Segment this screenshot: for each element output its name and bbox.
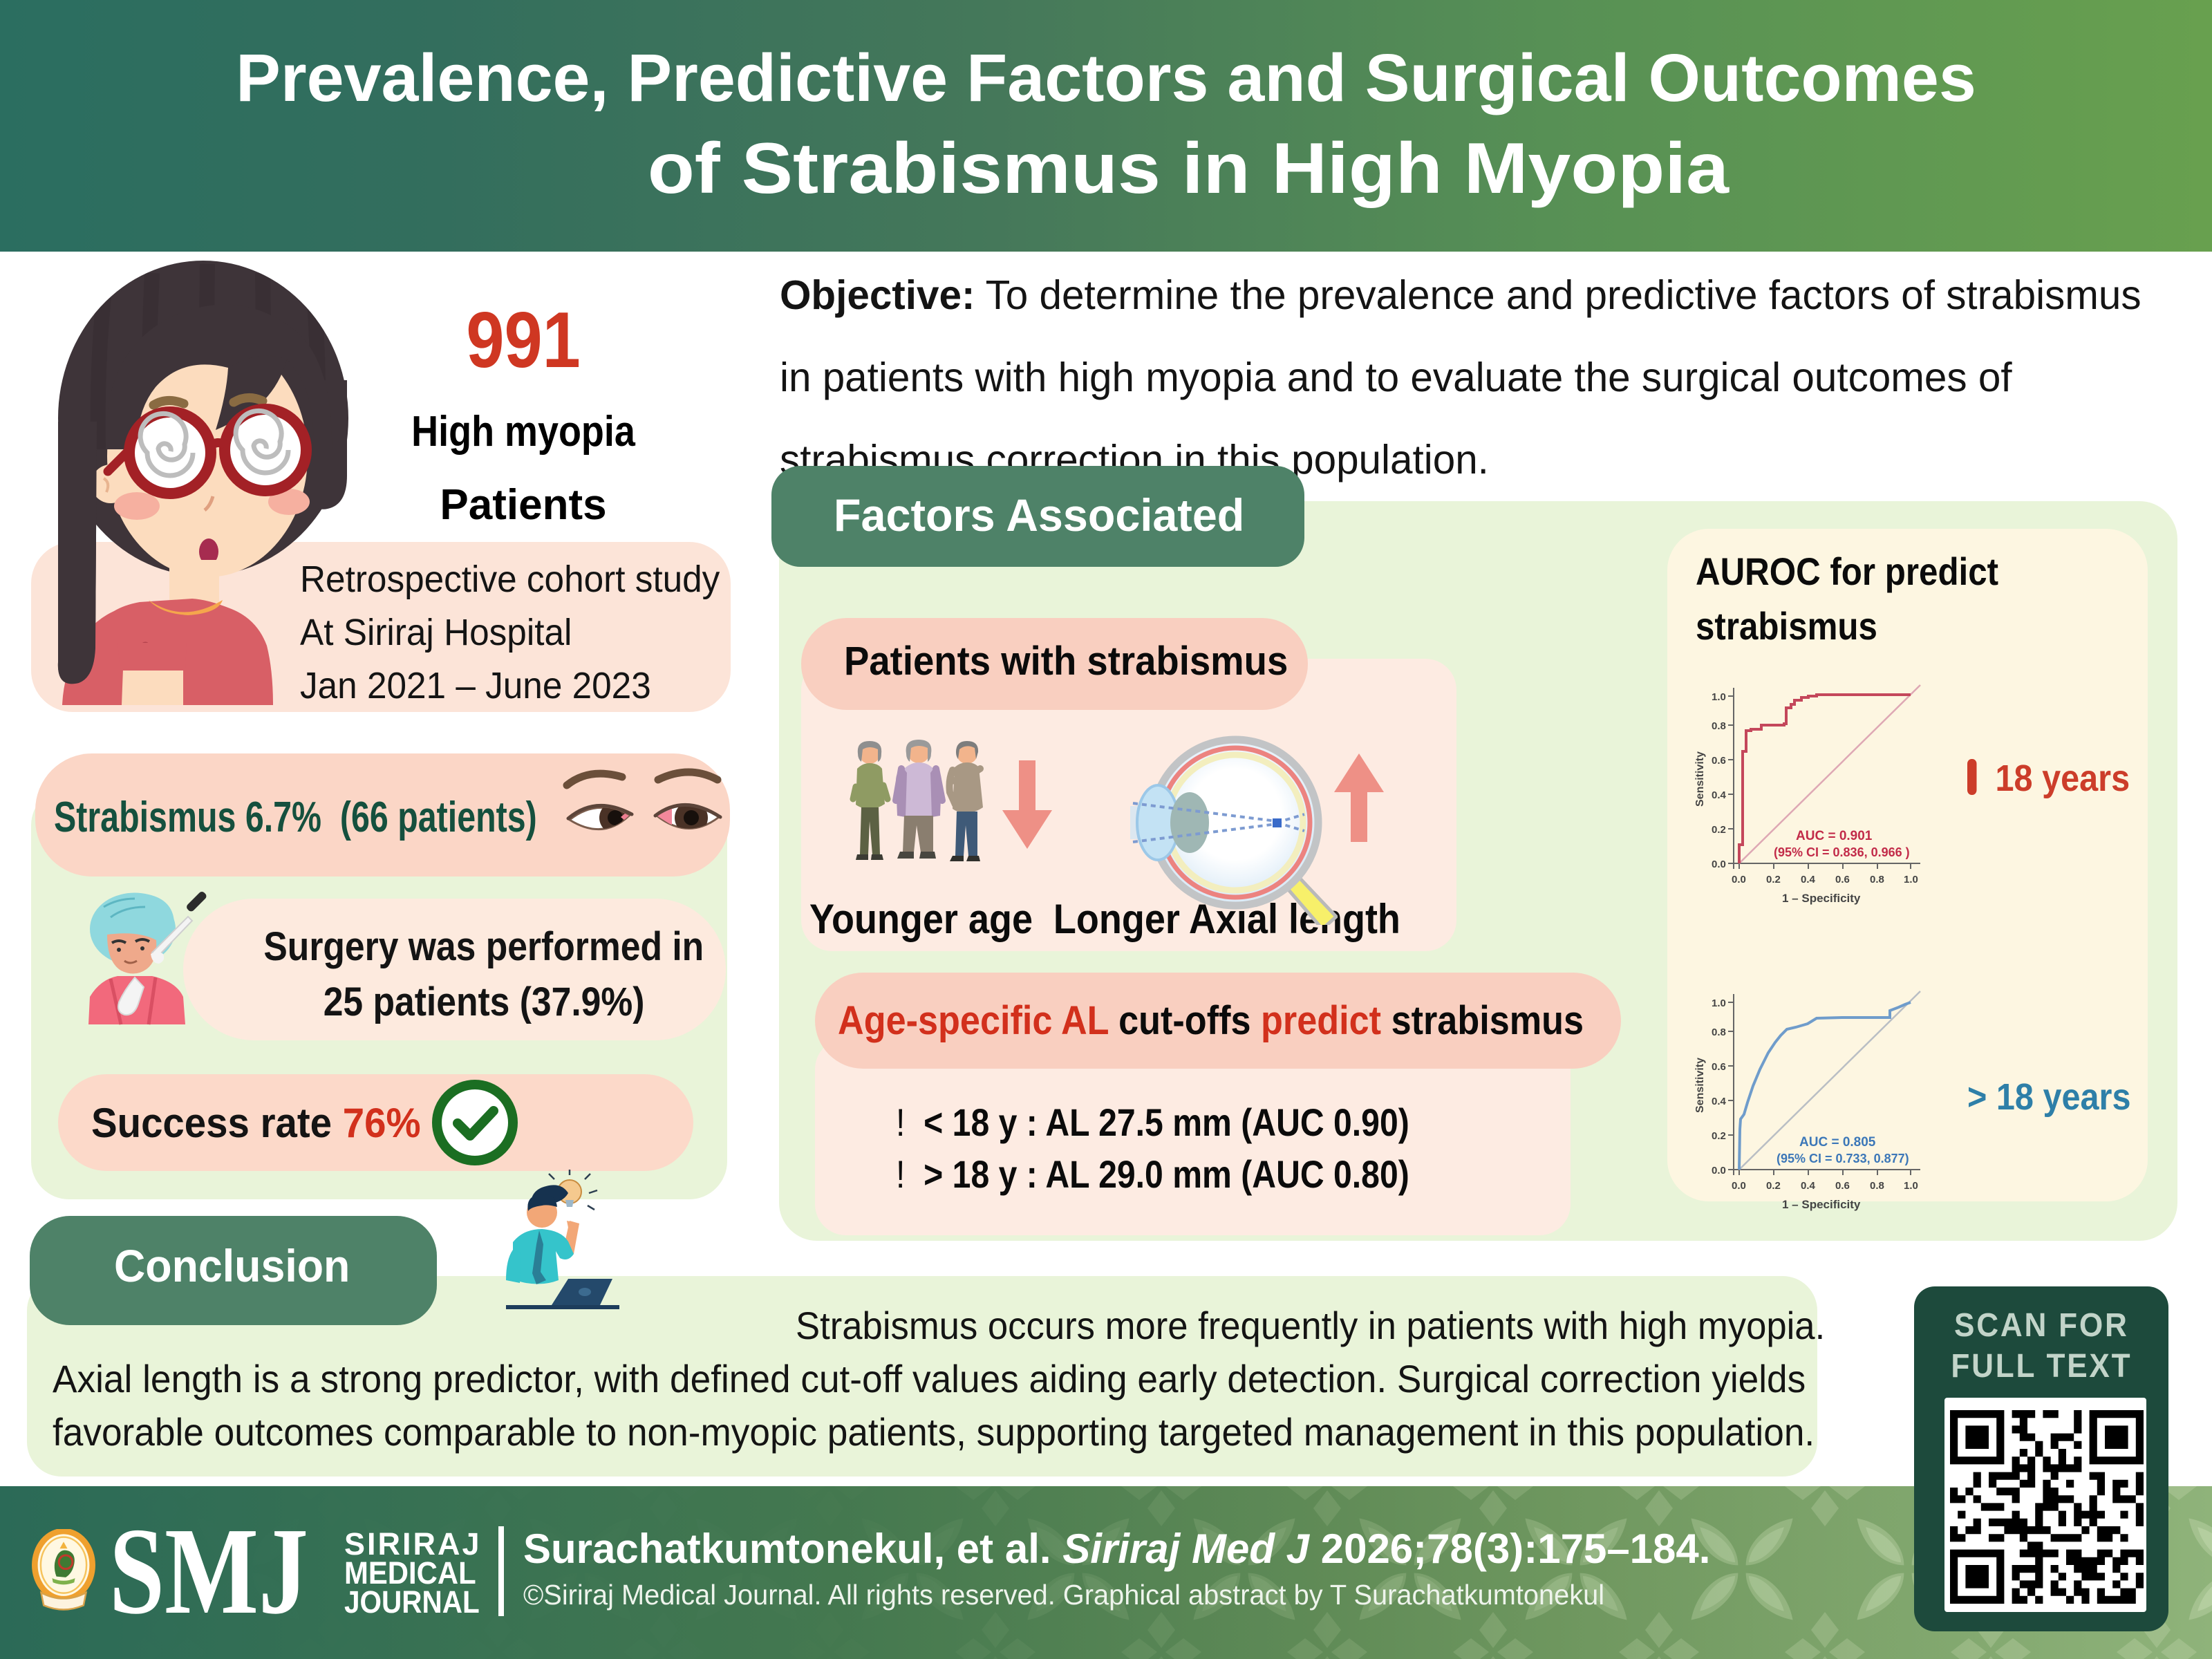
svg-text:0.4: 0.4 xyxy=(1801,874,1816,885)
svg-text:0.6: 0.6 xyxy=(1712,755,1726,767)
svg-text:0.4: 0.4 xyxy=(1801,1180,1816,1192)
svg-text:0.4: 0.4 xyxy=(1712,1096,1727,1107)
svg-text:0.2: 0.2 xyxy=(1712,824,1726,836)
svg-text:0.4: 0.4 xyxy=(1712,789,1727,801)
svg-text:0.6: 0.6 xyxy=(1835,1180,1850,1192)
svg-text:AUC = 0.901: AUC = 0.901 xyxy=(1796,829,1873,843)
svg-text:0.6: 0.6 xyxy=(1712,1061,1726,1073)
svg-text:1.0: 1.0 xyxy=(1904,874,1918,885)
svg-text:1.0: 1.0 xyxy=(1712,691,1726,703)
svg-text:0.8: 0.8 xyxy=(1870,874,1884,885)
svg-text:Sensitivity: Sensitivity xyxy=(1694,1058,1706,1113)
svg-text:0.0: 0.0 xyxy=(1712,1165,1726,1177)
svg-text:0.2: 0.2 xyxy=(1766,874,1781,885)
svg-text:0.0: 0.0 xyxy=(1732,874,1746,885)
svg-text:Sensitivity: Sensitivity xyxy=(1694,751,1706,807)
svg-text:1 – Specificity: 1 – Specificity xyxy=(1782,1198,1861,1211)
svg-text:0.8: 0.8 xyxy=(1712,720,1726,732)
svg-text:0.0: 0.0 xyxy=(1732,1180,1746,1192)
svg-text:(95% CI = 0.836, 0.966 ): (95% CI = 0.836, 0.966 ) xyxy=(1774,845,1910,859)
svg-text:0.2: 0.2 xyxy=(1766,1180,1781,1192)
svg-text:1.0: 1.0 xyxy=(1904,1180,1918,1192)
svg-text:0.8: 0.8 xyxy=(1870,1180,1884,1192)
svg-text:1 – Specificity: 1 – Specificity xyxy=(1782,892,1861,905)
svg-text:AUC = 0.805: AUC = 0.805 xyxy=(1799,1135,1876,1150)
svg-text:0.0: 0.0 xyxy=(1712,859,1726,870)
svg-text:0.8: 0.8 xyxy=(1712,1027,1726,1038)
svg-text:0.2: 0.2 xyxy=(1712,1130,1726,1142)
svg-text:0.6: 0.6 xyxy=(1835,874,1850,885)
svg-text:1.0: 1.0 xyxy=(1712,997,1726,1009)
svg-text:(95% CI = 0.733, 0.877): (95% CI = 0.733, 0.877) xyxy=(1777,1152,1909,1165)
